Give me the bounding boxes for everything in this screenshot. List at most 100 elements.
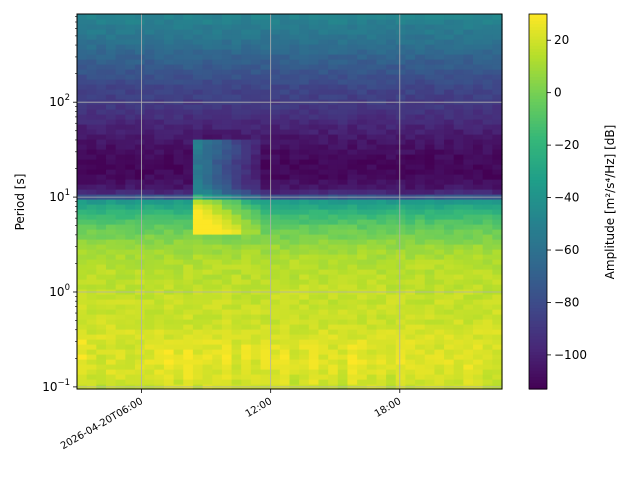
heatmap-cell — [115, 169, 126, 175]
heatmap-cell — [308, 84, 320, 90]
heatmap-cell — [231, 224, 242, 230]
heatmap-cell — [434, 354, 445, 360]
heatmap-cell — [424, 134, 435, 140]
heatmap-cell — [424, 259, 435, 265]
heatmap-cell — [328, 199, 339, 205]
heatmap-cell — [260, 64, 271, 70]
heatmap-cell — [318, 229, 329, 235]
heatmap-cell — [279, 29, 291, 35]
heatmap-cell — [270, 54, 281, 60]
heatmap-cell — [434, 364, 445, 370]
heatmap-cell — [279, 234, 291, 240]
heatmap-cell — [444, 374, 455, 380]
heatmap-cell — [386, 124, 397, 130]
heatmap-cell — [125, 44, 136, 50]
heatmap-cell — [163, 299, 175, 305]
colorbar-segment — [529, 198, 547, 203]
heatmap-cell — [173, 364, 184, 370]
heatmap-cell — [434, 109, 445, 115]
heatmap-cell — [357, 269, 368, 275]
heatmap-cell — [202, 364, 213, 370]
heatmap-cell — [260, 169, 271, 175]
heatmap-cell — [415, 74, 426, 80]
heatmap-cell — [482, 234, 493, 240]
heatmap-cell — [424, 69, 435, 75]
heatmap-cell — [444, 369, 455, 375]
heatmap-cell — [154, 284, 165, 290]
heatmap-cell — [482, 134, 493, 140]
heatmap-cell — [318, 209, 329, 215]
heatmap-cell — [405, 324, 416, 330]
heatmap-cell — [250, 244, 262, 250]
heatmap-cell — [115, 79, 126, 85]
heatmap-cell — [453, 334, 464, 340]
heatmap-cell — [241, 189, 252, 195]
heatmap-cell — [337, 129, 349, 135]
heatmap-cell — [125, 159, 136, 165]
heatmap-cell — [154, 184, 165, 190]
heatmap-cell — [221, 359, 233, 365]
heatmap-cell — [221, 264, 233, 270]
heatmap-cell — [134, 89, 146, 95]
heatmap-cell — [270, 234, 281, 240]
heatmap-cell — [347, 124, 358, 130]
heatmap-cell — [202, 304, 213, 310]
heatmap-cell — [183, 149, 194, 155]
heatmap-cell — [154, 19, 165, 25]
heatmap-cell — [424, 59, 435, 65]
heatmap-cell — [105, 229, 117, 235]
heatmap-cell — [328, 69, 339, 75]
heatmap-cell — [144, 224, 155, 230]
heatmap-cell — [347, 279, 358, 285]
heatmap-cell — [105, 94, 117, 100]
heatmap-cell — [492, 179, 503, 185]
heatmap-cell — [386, 144, 397, 150]
heatmap-cell — [492, 29, 503, 35]
heatmap-cell — [308, 149, 320, 155]
heatmap-cell — [96, 79, 107, 85]
heatmap-cell — [328, 259, 339, 265]
heatmap-cell — [183, 24, 194, 30]
heatmap-cell — [192, 324, 204, 330]
heatmap-cell — [250, 29, 262, 35]
heatmap-cell — [77, 19, 88, 25]
heatmap-cell — [241, 94, 252, 100]
heatmap-cell — [366, 184, 378, 190]
heatmap-cell — [115, 104, 126, 110]
heatmap-cell — [453, 134, 464, 140]
heatmap-cell — [154, 174, 165, 180]
heatmap-cell — [231, 174, 242, 180]
heatmap-cell — [328, 234, 339, 240]
heatmap-cell — [221, 354, 233, 360]
heatmap-cell — [434, 59, 445, 65]
heatmap-cell — [463, 94, 474, 100]
heatmap-cell — [250, 149, 262, 155]
heatmap-cell — [163, 179, 175, 185]
heatmap-cell — [154, 24, 165, 30]
x-tick-label: 12:00 — [244, 396, 274, 420]
heatmap-cell — [144, 349, 155, 355]
heatmap-cell — [241, 124, 252, 130]
heatmap-cell — [105, 369, 117, 375]
heatmap-cell — [482, 129, 493, 135]
heatmap-cell — [105, 34, 117, 40]
heatmap-cell — [260, 349, 271, 355]
heatmap-cell — [386, 209, 397, 215]
heatmap-cell — [86, 239, 97, 245]
heatmap-cell — [86, 344, 97, 350]
heatmap-cell — [221, 284, 233, 290]
heatmap-cell — [289, 24, 300, 30]
heatmap-cell — [96, 234, 107, 240]
heatmap-cell — [105, 54, 117, 60]
heatmap-cell — [492, 329, 503, 335]
heatmap-cell — [105, 44, 117, 50]
heatmap-cell — [482, 374, 493, 380]
heatmap-cell — [482, 329, 493, 335]
heatmap-cell — [308, 59, 320, 65]
heatmap-cell — [125, 284, 136, 290]
heatmap-cell — [444, 114, 455, 120]
heatmap-cell — [241, 79, 252, 85]
heatmap-cell — [453, 214, 464, 220]
heatmap-cell — [202, 349, 213, 355]
heatmap-cell — [105, 299, 117, 305]
